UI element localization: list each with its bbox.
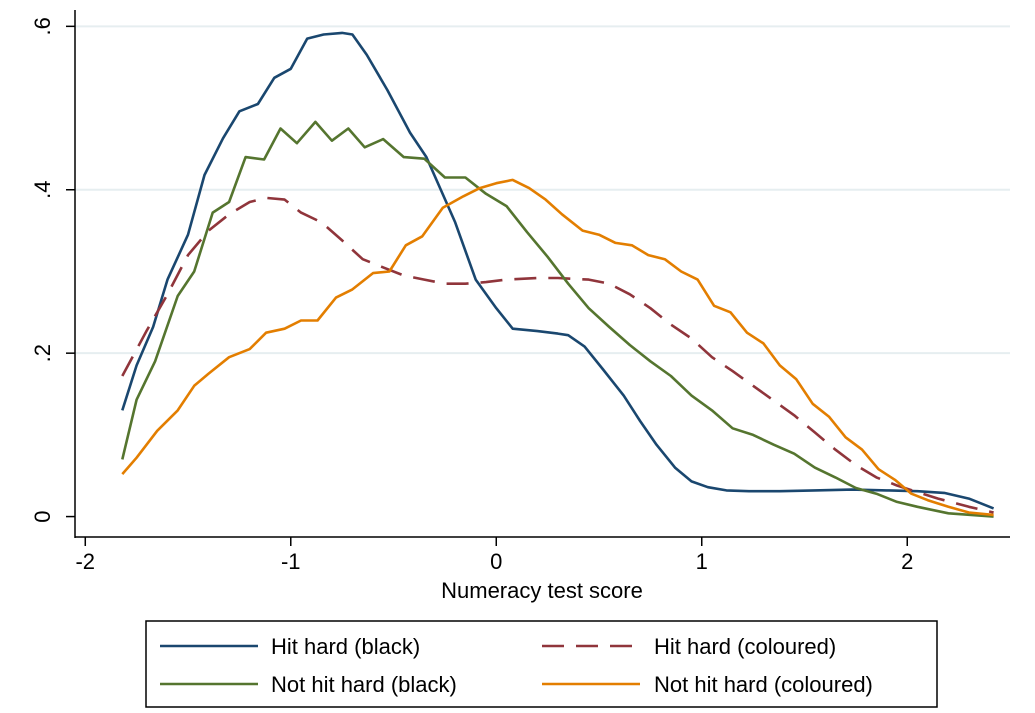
gridlines (75, 25, 1010, 355)
series-line-hit-hard-black (121, 31, 995, 510)
y-tick-label: .6 (30, 17, 55, 35)
x-tick-label: 1 (696, 549, 708, 574)
x-tick-label: -1 (281, 549, 301, 574)
x-tick-label: 0 (490, 549, 502, 574)
legend-label-not-hit-hard-black: Not hit hard (black) (271, 672, 457, 697)
legend-label-hit-hard-black: Hit hard (black) (271, 634, 420, 659)
series-line-not-hit-hard-coloured (121, 178, 994, 517)
x-tick-label: -2 (75, 549, 95, 574)
legend-box (145, 620, 938, 708)
axes: -2 -1 0 1 2 0 .2 .4 .6 (30, 10, 1010, 574)
legend-label-not-hit-hard-coloured: Not hit hard (coloured) (654, 672, 873, 697)
series-line-not-hit-hard-black (121, 120, 994, 518)
x-axis-title: Numeracy test score (441, 578, 643, 603)
legend: Hit hard (black) Hit hard (coloured) Not h… (145, 620, 938, 708)
legend-label-hit-hard-coloured: Hit hard (coloured) (654, 634, 836, 659)
series-line-hit-hard-coloured (121, 196, 994, 514)
series-lines (121, 31, 995, 518)
y-tick-label: .4 (30, 181, 55, 199)
y-tick-label: 0 (30, 510, 55, 522)
y-tick-label: .2 (30, 344, 55, 362)
x-tick-label: 2 (901, 549, 913, 574)
